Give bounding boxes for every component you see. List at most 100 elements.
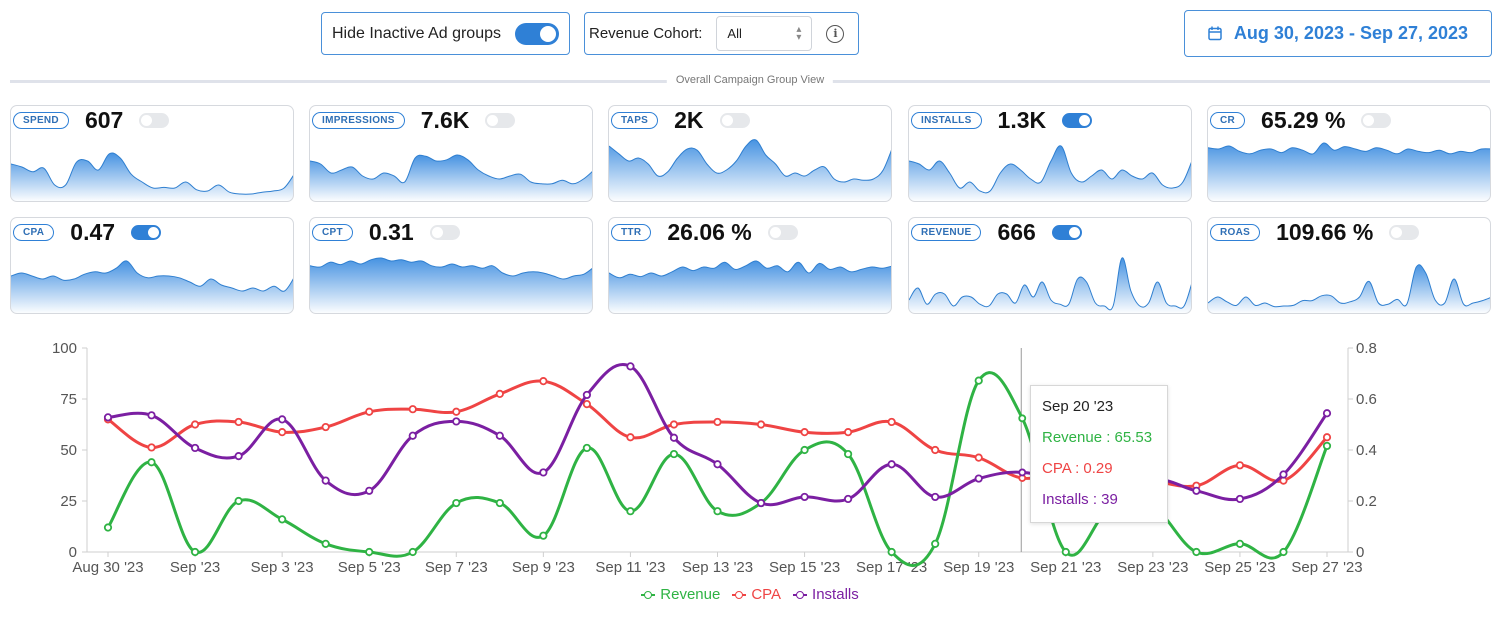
metric-toggle-cpt[interactable] [429,224,460,240]
date-range-picker[interactable]: Aug 30, 2023 - Sep 27, 2023 [1184,10,1492,57]
data-point-installs [931,492,940,502]
y-tick-label-right: 0.2 [1356,493,1377,510]
sparkline-roas [1208,264,1490,313]
metric-card-header: IMPRESSIONS 7.6K [312,107,516,133]
sparkline-area [310,155,592,201]
data-point-revenue [1279,547,1288,557]
sparkline-area [909,145,1191,201]
data-point-revenue [539,531,548,540]
data-point-installs [147,411,156,420]
x-tick-label: Sep 9 '23 [512,559,575,576]
data-point-installs [321,476,330,485]
data-point-revenue [974,376,983,385]
metric-toggle-taps[interactable] [719,112,750,128]
sparkline-cr [1208,142,1490,201]
metric-label: INSTALLS [911,111,982,129]
data-point-cpa [190,420,200,429]
info-icon[interactable]: i [826,24,845,43]
data-point-revenue [1018,414,1027,423]
metric-card-header: SPEND 607 [13,107,170,133]
sparkline-line [1208,264,1490,308]
data-point-cpa [800,428,809,437]
metric-card-spend: SPEND 607 [10,105,294,202]
metric-toggle-spend[interactable] [139,112,170,128]
metric-value: 1.3K [997,106,1047,133]
sparkline-line [310,154,592,185]
data-point-installs [408,431,417,440]
x-tick-label: Sep 13 '23 [682,559,753,576]
data-point-cpa [495,389,504,399]
data-point-installs [1279,470,1288,479]
data-point-revenue [669,449,679,459]
data-point-revenue [1235,539,1245,548]
tooltip-revenue: Revenue : 65.53 [1042,429,1153,446]
metric-card-roas: ROAS 109.66 % [1207,217,1491,314]
data-point-installs [495,431,504,440]
sparkline-cpt [310,257,592,313]
sparkline-line [909,145,1191,194]
metric-toggle-roas[interactable] [1389,224,1420,240]
data-point-installs [669,433,679,442]
metric-toggle-cr[interactable] [1361,112,1392,128]
metric-card-header: INSTALLS 1.3K [911,106,1093,133]
metric-label: TAPS [611,111,659,129]
metric-toggle-installs[interactable] [1062,112,1093,128]
x-tick-label: Sep '23 [170,559,220,576]
y-tick-label-left: 100 [52,340,77,357]
data-point-cpa [582,400,591,409]
metric-label: CR [1210,111,1246,129]
data-point-installs [539,468,548,477]
sparkline-cpa [11,260,293,313]
data-point-cpa [669,420,679,429]
data-point-installs [1018,468,1027,477]
data-point-installs [365,486,374,495]
metric-card-header: CPA 0.47 [13,219,162,245]
metric-label: CPA [13,223,55,241]
legend-item-installs[interactable]: Installs [793,586,859,603]
sparkline-line [1208,142,1490,155]
data-point-cpa [931,445,940,455]
data-point-revenue [1322,441,1332,451]
data-point-revenue [931,539,940,548]
metric-label: IMPRESSIONS [312,111,405,129]
sparkline-impressions [310,154,592,201]
y-tick-label-right: 0.8 [1356,340,1377,357]
metric-toggle-impressions[interactable] [485,112,516,128]
data-point-installs [278,415,287,424]
data-point-installs [1322,409,1332,418]
metric-toggle-ttr[interactable] [767,224,798,240]
hide-inactive-toggle[interactable] [515,22,559,45]
legend-marker-cpa [732,590,747,600]
metric-card-impressions: IMPRESSIONS 7.6K [309,105,593,202]
x-tick-label: Sep 19 '23 [943,559,1014,576]
legend-item-revenue[interactable]: Revenue [641,586,720,603]
data-point-revenue [408,547,417,557]
legend-item-cpa[interactable]: CPA [732,586,781,603]
metric-card-cpt: CPT 0.31 [309,217,593,314]
sparkline-spend [11,152,293,201]
metric-card-header: CR 65.29 % [1210,107,1392,133]
revenue-cohort-select[interactable]: All ▴ ▾ [716,16,813,51]
sparkline-line [609,260,891,279]
data-point-revenue [365,547,374,557]
revenue-cohort-control: Revenue Cohort: All ▴ ▾ i [584,12,859,55]
x-tick-label: Sep 15 '23 [769,559,840,576]
data-point-cpa [974,453,983,462]
x-tick-label: Sep 5 '23 [338,559,401,576]
legend-marker-revenue [641,590,656,600]
data-point-revenue [844,449,853,459]
y-tick-label-right: 0.4 [1356,442,1377,459]
data-point-revenue [713,507,722,516]
metric-toggle-cpa[interactable] [131,224,162,240]
metric-card-header: ROAS 109.66 % [1210,219,1420,245]
metric-toggle-revenue[interactable] [1051,224,1082,240]
hide-inactive-label: Hide Inactive Ad groups [332,24,501,42]
metric-card-header: TTR 26.06 % [611,219,798,245]
data-point-revenue [147,458,156,467]
x-tick-label: Sep 3 '23 [251,559,314,576]
data-point-revenue [234,496,243,506]
sparkline-line [909,257,1191,311]
data-point-revenue [626,507,635,516]
data-point-installs [103,413,113,422]
data-point-revenue [800,445,809,455]
